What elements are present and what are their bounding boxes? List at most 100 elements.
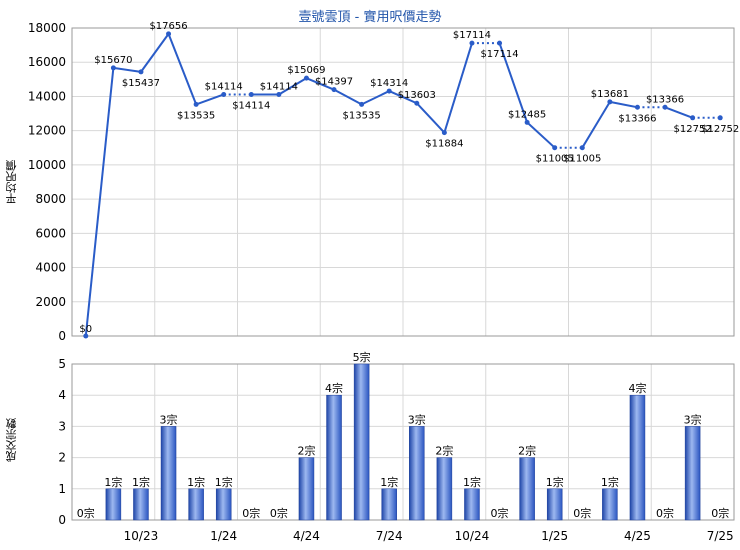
bar — [381, 488, 397, 521]
chart-title: 壹號雲頂 - 實用呎價走勢 — [298, 10, 442, 25]
line-panel-plot-frame — [71, 27, 735, 337]
line-data-label: $12485 — [508, 109, 546, 120]
bar-data-label: 1宗 — [380, 475, 398, 489]
line-point — [662, 104, 668, 110]
line-data-label: $12752 — [674, 124, 712, 135]
line-panel-y-tick-label: 2000 — [35, 295, 66, 309]
line-point — [193, 101, 199, 107]
bar-data-label: 1宗 — [132, 475, 150, 489]
bar-panel-y-tick-label: 3 — [58, 419, 66, 433]
line-data-label: $14114 — [260, 81, 298, 92]
line-point — [83, 333, 89, 339]
line-data-label: $0 — [79, 324, 92, 335]
line-data-label: $13535 — [343, 110, 381, 121]
line-data-label: $13366 — [646, 94, 684, 105]
bar-data-label: 2宗 — [297, 444, 315, 458]
line-data-label: $12752 — [701, 124, 739, 135]
line-segment — [278, 77, 307, 96]
line-panel-y-tick-label: 10000 — [28, 158, 66, 172]
x-tick-label: 7/25 — [707, 529, 734, 543]
line-data-label: $14114 — [232, 100, 270, 111]
bar-panel-y-tick-label: 2 — [58, 451, 66, 465]
bar-data-label: 0宗 — [77, 506, 95, 520]
bar-data-label: 0宗 — [656, 506, 674, 520]
line-panel-y-tick-label: 8000 — [35, 192, 66, 206]
bar — [133, 488, 149, 521]
line-point — [248, 91, 254, 97]
line-data-label: $13535 — [177, 110, 215, 121]
bar-data-label: 0宗 — [242, 506, 260, 520]
line-panel-y-tick-label: 4000 — [35, 261, 66, 275]
bar-data-label: 1宗 — [463, 475, 481, 489]
bar-data-label: 1宗 — [187, 475, 205, 489]
bar — [188, 488, 204, 521]
bar — [105, 488, 122, 521]
bar-data-label: 0宗 — [711, 506, 729, 520]
line-segment — [581, 101, 611, 149]
line-data-label: $15670 — [94, 55, 132, 66]
line-point — [138, 69, 144, 75]
line-panel-y-tick-label: 18000 — [28, 21, 66, 35]
line-panel-y-tick-label: 16000 — [28, 55, 66, 69]
bar — [160, 426, 177, 521]
bar — [629, 394, 646, 521]
line-point — [441, 130, 447, 136]
bar — [436, 457, 453, 521]
bar — [464, 488, 480, 521]
line-panel-y-tick-label: 14000 — [28, 89, 66, 103]
line-segment — [443, 42, 473, 133]
bar-panel-plot-frame — [71, 363, 735, 521]
line-data-label: $17114 — [453, 30, 491, 41]
line-segment — [609, 100, 638, 109]
line-point — [552, 145, 558, 151]
line-point — [276, 91, 282, 97]
line-point — [359, 101, 365, 107]
bar — [215, 488, 232, 521]
x-tick-label: 1/24 — [210, 529, 237, 543]
line-segment — [167, 33, 198, 105]
bar — [353, 363, 370, 521]
line-segment — [664, 106, 693, 119]
line-data-label: $17656 — [149, 21, 187, 32]
line-point — [634, 104, 640, 110]
x-tick-label: 10/23 — [124, 529, 159, 543]
x-tick-label: 7/24 — [376, 529, 403, 543]
line-data-label: $11884 — [425, 139, 463, 150]
line-data-label: $14114 — [205, 81, 243, 92]
line-panel-y-tick-label: 0 — [58, 329, 66, 343]
line-point — [166, 31, 172, 37]
line-data-label: $11005 — [563, 154, 601, 165]
line-point — [331, 87, 337, 93]
line-segment — [140, 33, 170, 73]
line-point — [607, 99, 613, 105]
bar-data-label: 3宗 — [408, 412, 426, 426]
line-segment — [526, 121, 556, 149]
bar — [326, 394, 342, 521]
bar — [602, 488, 618, 521]
bar-data-label: 0宗 — [491, 506, 509, 520]
line-data-label: $14397 — [315, 77, 353, 88]
line-point — [524, 119, 530, 125]
bar-data-label: 3宗 — [160, 412, 178, 426]
line-point — [221, 91, 227, 97]
bar — [298, 457, 315, 521]
line-point — [690, 115, 696, 121]
line-segment — [306, 77, 335, 91]
line-segment — [361, 90, 390, 106]
line-point — [469, 40, 475, 46]
line-segment — [498, 42, 529, 123]
bar-panel-y-tick-label: 0 — [58, 513, 66, 527]
bar — [684, 426, 701, 521]
line-point — [110, 65, 116, 71]
line-data-label: $13603 — [398, 90, 436, 101]
x-tick-label: 4/24 — [293, 529, 320, 543]
bar-data-label: 5宗 — [353, 350, 371, 364]
line-data-label: $11005 — [536, 154, 574, 165]
line-segment — [113, 66, 142, 73]
bar-data-label: 0宗 — [270, 506, 288, 520]
bar-data-label: 3宗 — [684, 412, 702, 426]
bar-data-label: 0宗 — [573, 506, 591, 520]
bar — [546, 488, 563, 521]
line-segment — [333, 88, 363, 106]
